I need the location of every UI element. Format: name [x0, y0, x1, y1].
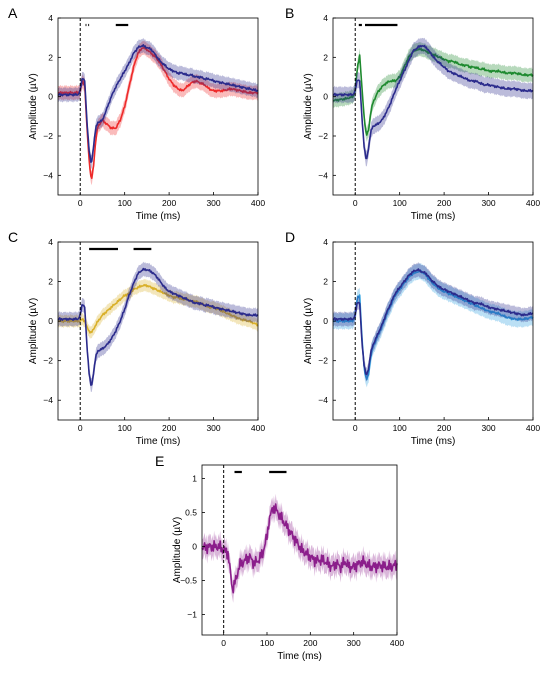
x-tick-label: 400: [390, 638, 404, 648]
series-line: [201, 503, 398, 594]
y-tick-label: 2: [323, 277, 328, 287]
panel-c: C 0 100 200 300 400 −4 −2 0 2 4 Time (ms) Amplitude …: [8, 229, 265, 447]
y-tick-label: −0.5: [180, 576, 197, 586]
y-axis-label: Amplitude (µV): [28, 298, 39, 364]
series-line: [332, 268, 534, 376]
y-axis-label: Amplitude (µV): [28, 73, 39, 139]
series-line: [332, 269, 534, 381]
series-line: [57, 46, 259, 180]
x-tick-label: 200: [303, 638, 317, 648]
panel-a: A 0 100 200 300 400 −4 −2 0 2 4 Time (ms) Amplitude …: [8, 5, 265, 222]
panel-letter: D: [285, 229, 295, 245]
panel-letter: B: [285, 5, 294, 21]
y-tick-label: 2: [48, 277, 53, 287]
y-tick-label: 4: [48, 237, 53, 247]
x-tick-label: 300: [347, 638, 361, 648]
plot-axes-box: [201, 464, 398, 636]
x-tick-label: 200: [162, 423, 176, 433]
x-tick-label: 400: [526, 423, 540, 433]
x-axis-label: Time (ms): [136, 436, 181, 447]
x-axis-label: Time (ms): [277, 651, 322, 662]
y-tick-label: −4: [318, 395, 328, 405]
series-line: [332, 47, 534, 136]
x-tick-label: 100: [118, 423, 132, 433]
y-axis-label: Amplitude (µV): [303, 73, 314, 139]
x-tick-label: 400: [526, 198, 540, 208]
x-tick-label: 300: [206, 198, 220, 208]
y-tick-label: 4: [323, 13, 328, 23]
x-tick-label: 400: [251, 198, 265, 208]
y-tick-label: −2: [318, 131, 328, 141]
y-tick-label: −4: [43, 170, 53, 180]
plot-axes-box: [332, 241, 534, 421]
y-tick-label: 4: [48, 13, 53, 23]
y-tick-label: −2: [318, 356, 328, 366]
y-tick-label: 0.5: [185, 508, 197, 518]
x-tick-label: 300: [481, 423, 495, 433]
x-tick-label: 300: [481, 198, 495, 208]
x-tick-label: 200: [437, 198, 451, 208]
y-axis-label: Amplitude (µV): [172, 517, 183, 583]
y-axis-label: Amplitude (µV): [303, 298, 314, 364]
x-tick-label: 100: [260, 638, 274, 648]
series-band: [58, 37, 258, 170]
y-tick-label: −2: [43, 356, 53, 366]
plot-axes-box: [57, 241, 259, 421]
x-tick-label: 0: [353, 423, 358, 433]
plot-axes-box: [332, 17, 534, 196]
x-tick-label: 0: [78, 198, 83, 208]
y-tick-label: −1: [187, 610, 197, 620]
y-tick-label: 2: [323, 52, 328, 62]
panel-b: B 0 100 200 300 400 −4 −2 0 2 4 Time (ms) Amplitude …: [285, 5, 540, 222]
series-band: [333, 37, 533, 167]
series-line: [57, 267, 259, 386]
y-tick-label: 0: [323, 92, 328, 102]
x-axis-label: Time (ms): [136, 211, 181, 222]
y-tick-label: −4: [318, 170, 328, 180]
x-tick-label: 200: [437, 423, 451, 433]
y-tick-label: 0: [192, 542, 197, 552]
x-tick-label: 0: [353, 198, 358, 208]
panel-d: D 0 100 200 300 400 −4 −2 0 2 4 Time (ms) Amplitude …: [285, 229, 540, 447]
x-tick-label: 0: [221, 638, 226, 648]
x-axis-label: Time (ms): [411, 436, 456, 447]
series-line: [332, 44, 534, 160]
x-tick-label: 400: [251, 423, 265, 433]
x-tick-label: 100: [393, 423, 407, 433]
y-tick-label: 1: [192, 474, 197, 484]
y-tick-label: 0: [323, 316, 328, 326]
y-tick-label: −2: [43, 131, 53, 141]
series-band: [333, 262, 533, 388]
x-tick-label: 0: [78, 423, 83, 433]
panel-letter: C: [8, 229, 18, 245]
plot-axes-box: [57, 17, 259, 196]
x-tick-label: 200: [162, 198, 176, 208]
x-tick-label: 100: [393, 198, 407, 208]
y-tick-label: 0: [48, 92, 53, 102]
x-axis-label: Time (ms): [411, 211, 456, 222]
series-line: [57, 283, 259, 334]
y-tick-label: 0: [48, 316, 53, 326]
series-band: [333, 41, 533, 142]
x-tick-label: 100: [118, 198, 132, 208]
y-tick-label: −4: [43, 395, 53, 405]
x-tick-label: 300: [206, 423, 220, 433]
y-tick-label: 4: [323, 237, 328, 247]
panel-letter: E: [155, 453, 164, 469]
series-line: [57, 43, 259, 163]
y-tick-label: 2: [48, 52, 53, 62]
series-band: [333, 262, 533, 382]
panel-letter: A: [8, 5, 18, 21]
panel-e: E 0 100 200 300 400 −1 −0.5 0 0.5 1 Time (ms) Amplit…: [155, 453, 404, 662]
